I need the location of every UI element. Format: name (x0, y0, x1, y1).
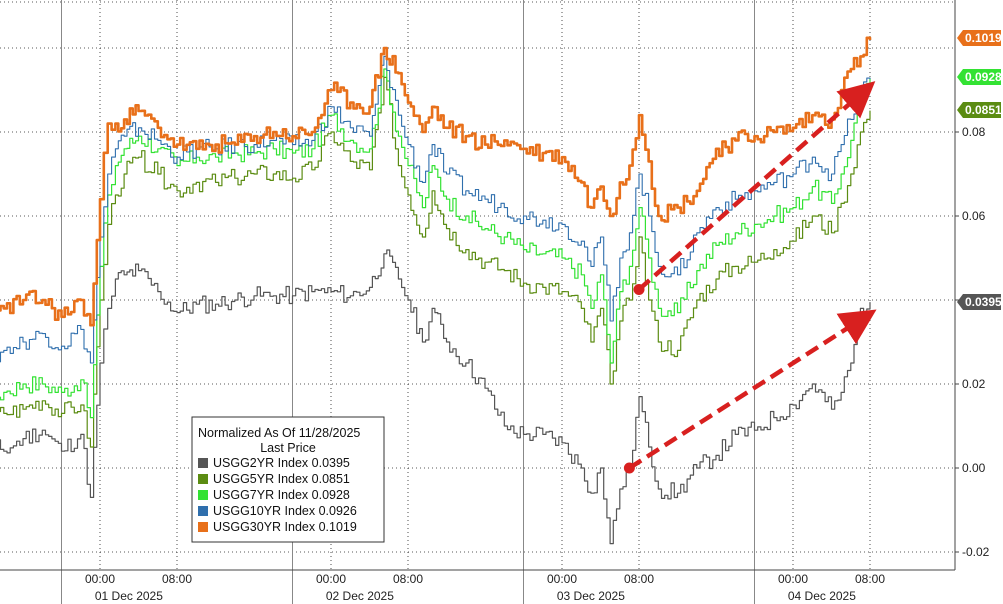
series-line-usgg5yr-index (0, 76, 871, 448)
x-tick-label-0: 00:00 (85, 572, 115, 586)
trend-arrow-0 (637, 81, 876, 292)
last-value-tag-2: 0.0851 (957, 102, 1002, 118)
series-line-usgg10yr-index (0, 55, 871, 364)
trend-arrows (623, 81, 877, 474)
x-tick-label-1: 08:00 (162, 572, 192, 586)
legend-label-0: USGG2YR Index 0.0395 (213, 456, 350, 470)
legend-box (191, 416, 385, 543)
series-line-usgg30yr-index (0, 36, 872, 327)
trend-arrow-1 (628, 309, 877, 470)
x-tick-label-7: 08:00 (855, 572, 885, 586)
legend-swatch-2 (198, 490, 208, 500)
last-value-text-1: 0.0928 (965, 70, 1002, 84)
y-axis: -0.020.000.020.040.060.08 (954, 0, 990, 570)
last-value-text-3: 0.0395 (965, 295, 1002, 309)
legend-swatch-1 (198, 474, 208, 484)
x-date-label-1: 02 Dec 2025 (326, 589, 394, 603)
x-tick-label-2: 00:00 (316, 572, 346, 586)
x-date-label-0: 01 Dec 2025 (95, 589, 163, 603)
last-value-tag-1: 0.0928 (957, 69, 1002, 85)
last-value-tag-0: 0.1019 (957, 30, 1002, 46)
legend-swatch-0 (198, 458, 208, 468)
last-value-tag-3: 0.0395 (957, 294, 1002, 310)
last-value-text-0: 0.1019 (965, 31, 1002, 45)
x-date-label-3: 04 Dec 2025 (788, 589, 856, 603)
legend-swatch-4 (198, 522, 208, 532)
y-tick-label-2: 0.02 (962, 377, 986, 391)
legend-label-2: USGG7YR Index 0.0928 (213, 488, 350, 502)
series-lines (0, 36, 872, 545)
x-date-label-2: 03 Dec 2025 (557, 589, 625, 603)
x-axis: 00:00 08:00 00:00 08:00 00:00 08:00 00:00 08:00… (0, 569, 955, 603)
y-tick-label-1: 0.00 (962, 461, 986, 475)
series-line-usgg7yr-index (0, 68, 871, 419)
x-tick-label-4: 00:00 (547, 572, 577, 586)
legend-label-3: USGG10YR Index 0.0926 (213, 504, 357, 518)
x-tick-label-5: 08:00 (624, 572, 654, 586)
x-tick-label-6: 00:00 (778, 572, 808, 586)
last-value-text-2: 0.0851 (965, 103, 1002, 117)
series-line-usgg2yr-index (0, 249, 871, 545)
y-tick-label-4: 0.06 (962, 209, 986, 223)
y-tick-label-5: 0.08 (962, 125, 986, 139)
last-value-labels: 0.1019 0.0928 0.0851 0.0395 (957, 30, 1002, 310)
grid (0, 0, 955, 604)
legend-label-4: USGG30YR Index 0.1019 (213, 520, 357, 534)
plot-area (0, 0, 955, 570)
legend-subtitle: Last Price (260, 441, 316, 455)
x-tick-label-3: 08:00 (393, 572, 423, 586)
legend-swatch-3 (198, 506, 208, 516)
legend-title: Normalized As Of 11/28/2025 (198, 426, 360, 440)
y-tick-label-0: -0.02 (962, 545, 990, 559)
legend-label-1: USGG5YR Index 0.0851 (213, 472, 350, 486)
